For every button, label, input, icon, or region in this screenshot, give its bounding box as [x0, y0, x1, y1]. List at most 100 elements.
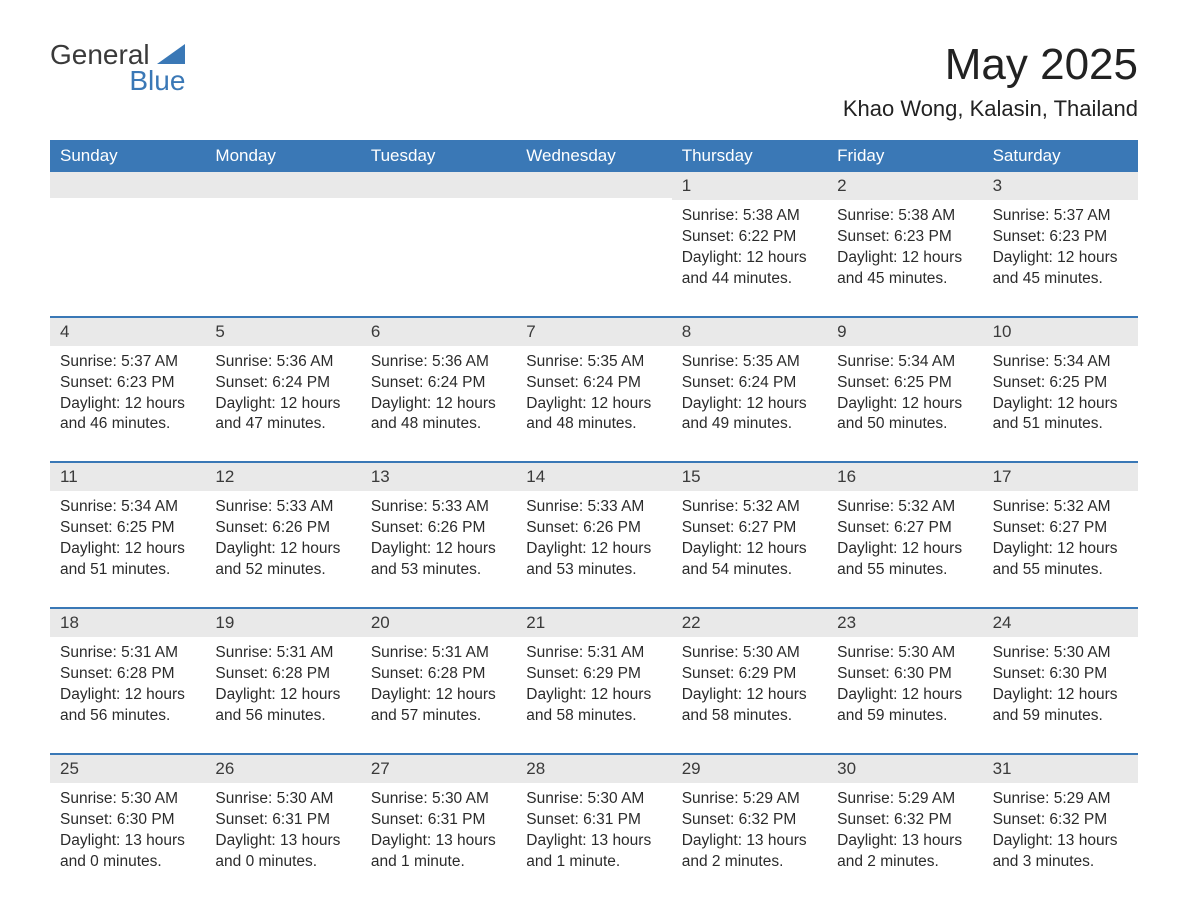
- day-cell: 14Sunrise: 5:33 AMSunset: 6:26 PMDayligh…: [516, 463, 671, 585]
- sunrise-text: Sunrise: 5:37 AM: [60, 352, 195, 373]
- daylight-text: Daylight: 12 hours and 56 minutes.: [60, 685, 195, 727]
- sunset-text: Sunset: 6:26 PM: [215, 518, 350, 539]
- day-number: 18: [50, 609, 205, 637]
- day-cell: 8Sunrise: 5:35 AMSunset: 6:24 PMDaylight…: [672, 318, 827, 440]
- sunrise-text: Sunrise: 5:34 AM: [837, 352, 972, 373]
- sunrise-text: Sunrise: 5:29 AM: [837, 789, 972, 810]
- day-cell: 21Sunrise: 5:31 AMSunset: 6:29 PMDayligh…: [516, 609, 671, 731]
- day-number: [50, 172, 205, 198]
- day-details: Sunrise: 5:32 AMSunset: 6:27 PMDaylight:…: [983, 491, 1138, 585]
- sunrise-text: Sunrise: 5:29 AM: [682, 789, 817, 810]
- day-details: [516, 198, 671, 286]
- day-cell: 11Sunrise: 5:34 AMSunset: 6:25 PMDayligh…: [50, 463, 205, 585]
- weekday-header: Saturday: [983, 140, 1138, 172]
- day-number: 4: [50, 318, 205, 346]
- sunset-text: Sunset: 6:27 PM: [682, 518, 817, 539]
- day-cell: 24Sunrise: 5:30 AMSunset: 6:30 PMDayligh…: [983, 609, 1138, 731]
- daylight-text: Daylight: 12 hours and 51 minutes.: [993, 394, 1128, 436]
- day-details: Sunrise: 5:30 AMSunset: 6:30 PMDaylight:…: [827, 637, 982, 731]
- sunset-text: Sunset: 6:24 PM: [526, 373, 661, 394]
- daylight-text: Daylight: 12 hours and 51 minutes.: [60, 539, 195, 581]
- logo-text: General Blue: [50, 40, 185, 95]
- day-number: 5: [205, 318, 360, 346]
- sunrise-text: Sunrise: 5:34 AM: [993, 352, 1128, 373]
- day-details: Sunrise: 5:33 AMSunset: 6:26 PMDaylight:…: [205, 491, 360, 585]
- day-details: Sunrise: 5:34 AMSunset: 6:25 PMDaylight:…: [50, 491, 205, 585]
- sunset-text: Sunset: 6:30 PM: [837, 664, 972, 685]
- daylight-text: Daylight: 12 hours and 59 minutes.: [993, 685, 1128, 727]
- daylight-text: Daylight: 12 hours and 53 minutes.: [371, 539, 506, 581]
- day-details: Sunrise: 5:38 AMSunset: 6:22 PMDaylight:…: [672, 200, 827, 294]
- day-details: [50, 198, 205, 286]
- day-details: Sunrise: 5:32 AMSunset: 6:27 PMDaylight:…: [827, 491, 982, 585]
- day-number: 17: [983, 463, 1138, 491]
- day-number: 7: [516, 318, 671, 346]
- sunrise-text: Sunrise: 5:33 AM: [526, 497, 661, 518]
- day-cell: 7Sunrise: 5:35 AMSunset: 6:24 PMDaylight…: [516, 318, 671, 440]
- sunrise-text: Sunrise: 5:31 AM: [371, 643, 506, 664]
- day-cell: 9Sunrise: 5:34 AMSunset: 6:25 PMDaylight…: [827, 318, 982, 440]
- day-number: 9: [827, 318, 982, 346]
- day-cell: 29Sunrise: 5:29 AMSunset: 6:32 PMDayligh…: [672, 755, 827, 877]
- day-cell: [516, 172, 671, 294]
- day-number: [516, 172, 671, 198]
- day-number: 27: [361, 755, 516, 783]
- sunrise-text: Sunrise: 5:38 AM: [682, 206, 817, 227]
- day-cell: 5Sunrise: 5:36 AMSunset: 6:24 PMDaylight…: [205, 318, 360, 440]
- week-row: 18Sunrise: 5:31 AMSunset: 6:28 PMDayligh…: [50, 607, 1138, 731]
- day-details: Sunrise: 5:30 AMSunset: 6:29 PMDaylight:…: [672, 637, 827, 731]
- day-number: 24: [983, 609, 1138, 637]
- day-details: Sunrise: 5:32 AMSunset: 6:27 PMDaylight:…: [672, 491, 827, 585]
- daylight-text: Daylight: 12 hours and 55 minutes.: [837, 539, 972, 581]
- day-cell: 3Sunrise: 5:37 AMSunset: 6:23 PMDaylight…: [983, 172, 1138, 294]
- weekday-header: Monday: [205, 140, 360, 172]
- day-number: 16: [827, 463, 982, 491]
- weeks-container: 1Sunrise: 5:38 AMSunset: 6:22 PMDaylight…: [50, 172, 1138, 876]
- day-number: 19: [205, 609, 360, 637]
- daylight-text: Daylight: 12 hours and 49 minutes.: [682, 394, 817, 436]
- day-number: 20: [361, 609, 516, 637]
- day-cell: 6Sunrise: 5:36 AMSunset: 6:24 PMDaylight…: [361, 318, 516, 440]
- day-cell: 4Sunrise: 5:37 AMSunset: 6:23 PMDaylight…: [50, 318, 205, 440]
- sunset-text: Sunset: 6:25 PM: [837, 373, 972, 394]
- day-number: 22: [672, 609, 827, 637]
- sunset-text: Sunset: 6:27 PM: [993, 518, 1128, 539]
- day-cell: 10Sunrise: 5:34 AMSunset: 6:25 PMDayligh…: [983, 318, 1138, 440]
- weekday-header-row: Sunday Monday Tuesday Wednesday Thursday…: [50, 140, 1138, 172]
- sunset-text: Sunset: 6:23 PM: [837, 227, 972, 248]
- daylight-text: Daylight: 12 hours and 58 minutes.: [682, 685, 817, 727]
- day-number: 31: [983, 755, 1138, 783]
- day-cell: 19Sunrise: 5:31 AMSunset: 6:28 PMDayligh…: [205, 609, 360, 731]
- day-cell: [361, 172, 516, 294]
- day-details: Sunrise: 5:31 AMSunset: 6:28 PMDaylight:…: [205, 637, 360, 731]
- day-number: 8: [672, 318, 827, 346]
- calendar: Sunday Monday Tuesday Wednesday Thursday…: [50, 140, 1138, 876]
- daylight-text: Daylight: 12 hours and 45 minutes.: [837, 248, 972, 290]
- daylight-text: Daylight: 12 hours and 57 minutes.: [371, 685, 506, 727]
- sunset-text: Sunset: 6:31 PM: [371, 810, 506, 831]
- daylight-text: Daylight: 12 hours and 56 minutes.: [215, 685, 350, 727]
- sunrise-text: Sunrise: 5:31 AM: [215, 643, 350, 664]
- day-details: Sunrise: 5:30 AMSunset: 6:30 PMDaylight:…: [50, 783, 205, 877]
- day-cell: 1Sunrise: 5:38 AMSunset: 6:22 PMDaylight…: [672, 172, 827, 294]
- day-number: 15: [672, 463, 827, 491]
- day-cell: 27Sunrise: 5:30 AMSunset: 6:31 PMDayligh…: [361, 755, 516, 877]
- sunrise-text: Sunrise: 5:30 AM: [215, 789, 350, 810]
- sunset-text: Sunset: 6:28 PM: [371, 664, 506, 685]
- sunrise-text: Sunrise: 5:37 AM: [993, 206, 1128, 227]
- sunset-text: Sunset: 6:24 PM: [682, 373, 817, 394]
- daylight-text: Daylight: 12 hours and 55 minutes.: [993, 539, 1128, 581]
- day-number: 21: [516, 609, 671, 637]
- daylight-text: Daylight: 12 hours and 45 minutes.: [993, 248, 1128, 290]
- daylight-text: Daylight: 13 hours and 2 minutes.: [682, 831, 817, 873]
- sunrise-text: Sunrise: 5:35 AM: [526, 352, 661, 373]
- day-cell: 25Sunrise: 5:30 AMSunset: 6:30 PMDayligh…: [50, 755, 205, 877]
- daylight-text: Daylight: 12 hours and 48 minutes.: [526, 394, 661, 436]
- day-cell: 13Sunrise: 5:33 AMSunset: 6:26 PMDayligh…: [361, 463, 516, 585]
- day-cell: 12Sunrise: 5:33 AMSunset: 6:26 PMDayligh…: [205, 463, 360, 585]
- page-title: May 2025: [843, 40, 1138, 90]
- day-details: Sunrise: 5:35 AMSunset: 6:24 PMDaylight:…: [516, 346, 671, 440]
- location-text: Khao Wong, Kalasin, Thailand: [843, 96, 1138, 122]
- sunrise-text: Sunrise: 5:29 AM: [993, 789, 1128, 810]
- day-details: Sunrise: 5:30 AMSunset: 6:31 PMDaylight:…: [361, 783, 516, 877]
